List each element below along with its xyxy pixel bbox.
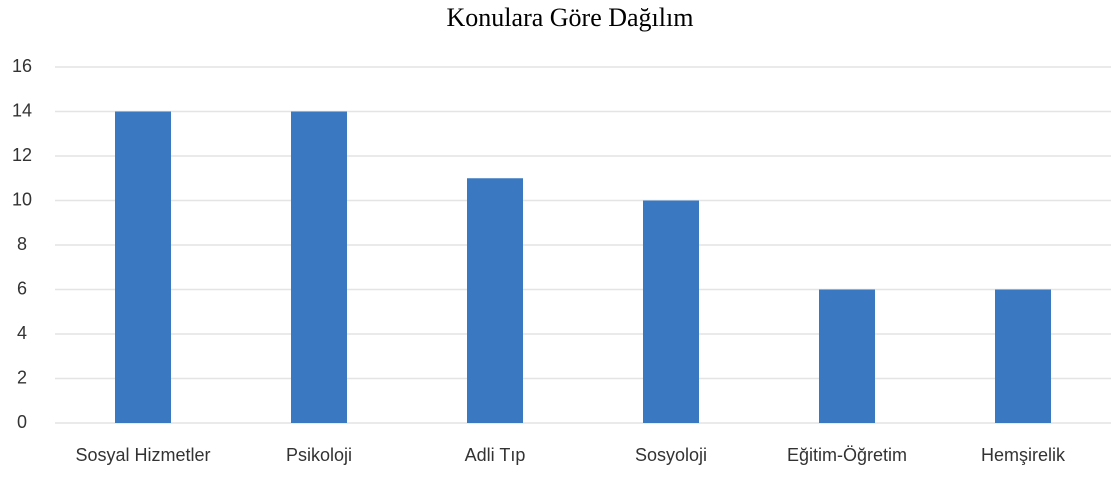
bar (643, 200, 699, 423)
x-tick-label: Eğitim-Öğretim (787, 445, 907, 465)
y-tick-label: 4 (17, 323, 27, 343)
chart-title: Konulara Göre Dağılım (447, 3, 694, 32)
y-tick-label: 2 (17, 367, 27, 387)
bar (995, 289, 1051, 423)
y-tick-label: 0 (17, 412, 27, 432)
bar (115, 111, 171, 423)
x-tick-label: Adli Tıp (465, 445, 526, 465)
y-tick-label: 16 (12, 56, 32, 76)
bar (819, 289, 875, 423)
x-tick-label: Sosyal Hizmetler (75, 445, 210, 465)
y-tick-label: 8 (17, 234, 27, 254)
y-tick-label: 10 (12, 189, 32, 209)
bar (467, 178, 523, 423)
y-tick-label: 14 (12, 100, 32, 120)
y-tick-label: 6 (17, 278, 27, 298)
bar (291, 111, 347, 423)
x-tick-label: Psikoloji (286, 445, 352, 465)
x-tick-label: Sosyoloji (635, 445, 707, 465)
y-tick-label: 12 (12, 145, 32, 165)
x-tick-label: Hemşirelik (981, 445, 1066, 465)
